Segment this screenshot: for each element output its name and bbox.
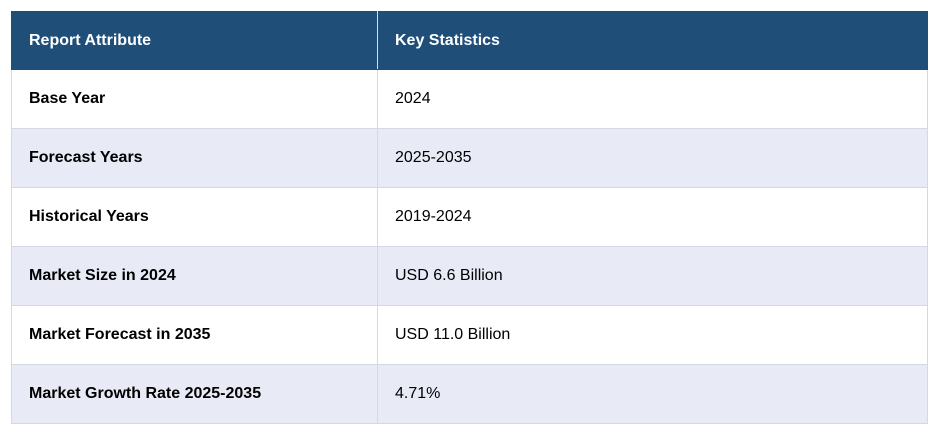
header-report-attribute: Report Attribute bbox=[11, 11, 378, 70]
table-row: Historical Years 2019-2024 bbox=[11, 187, 928, 247]
row-attribute-label: Historical Years bbox=[11, 187, 378, 247]
row-attribute-label: Market Forecast in 2035 bbox=[11, 305, 378, 365]
row-attribute-label: Base Year bbox=[11, 69, 378, 129]
row-attribute-label: Market Size in 2024 bbox=[11, 246, 378, 306]
row-attribute-value: USD 6.6 Billion bbox=[377, 246, 928, 306]
row-attribute-value: 2019-2024 bbox=[377, 187, 928, 247]
row-attribute-value: 4.71% bbox=[377, 364, 928, 424]
table-row: Market Size in 2024 USD 6.6 Billion bbox=[11, 246, 928, 306]
table-row: Market Growth Rate 2025-2035 4.71% bbox=[11, 364, 928, 424]
report-table-container: Report Attribute Key Statistics Base Yea… bbox=[11, 11, 928, 424]
row-attribute-label: Forecast Years bbox=[11, 128, 378, 188]
row-attribute-value: USD 11.0 Billion bbox=[377, 305, 928, 365]
table-header-row: Report Attribute Key Statistics bbox=[11, 11, 928, 70]
row-attribute-value: 2025-2035 bbox=[377, 128, 928, 188]
table-row: Forecast Years 2025-2035 bbox=[11, 128, 928, 188]
table-row: Base Year 2024 bbox=[11, 69, 928, 129]
row-attribute-value: 2024 bbox=[377, 69, 928, 129]
table-row: Market Forecast in 2035 USD 11.0 Billion bbox=[11, 305, 928, 365]
header-key-statistics: Key Statistics bbox=[377, 11, 928, 70]
report-attributes-table: Report Attribute Key Statistics Base Yea… bbox=[11, 11, 928, 424]
row-attribute-label: Market Growth Rate 2025-2035 bbox=[11, 364, 378, 424]
